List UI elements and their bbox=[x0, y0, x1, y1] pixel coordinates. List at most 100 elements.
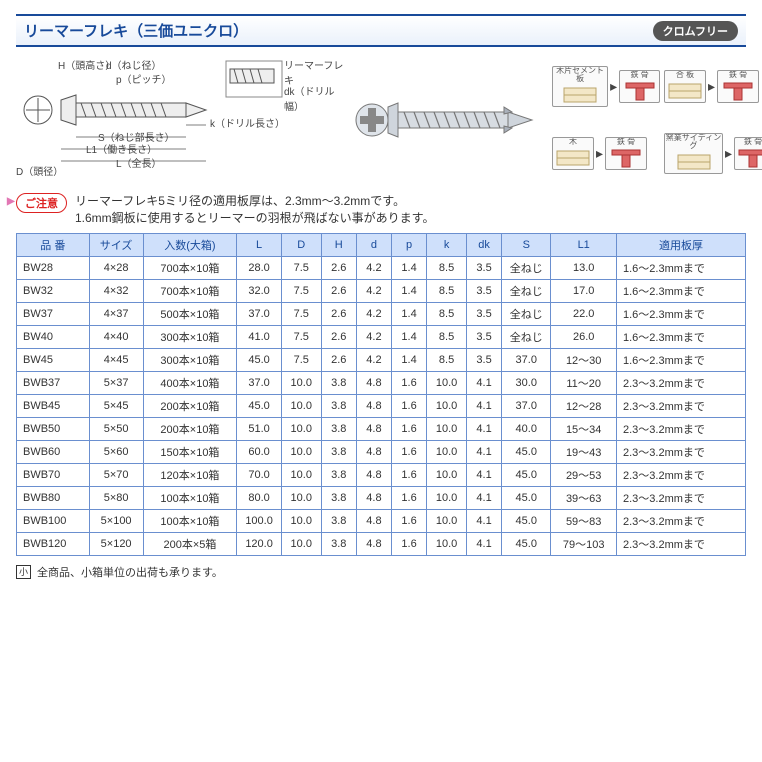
chrome-free-badge: クロムフリー bbox=[653, 21, 738, 41]
cell: 17.0 bbox=[551, 279, 617, 302]
cell: 1.6～2.3mmまで bbox=[617, 256, 746, 279]
cell: 39～63 bbox=[551, 486, 617, 509]
cell: 30.0 bbox=[502, 371, 551, 394]
cell: 1.6～2.3mmまで bbox=[617, 348, 746, 371]
cell: 8.5 bbox=[427, 256, 467, 279]
cell: 7.5 bbox=[281, 302, 321, 325]
cell: BWB37 bbox=[17, 371, 90, 394]
cell: 3.5 bbox=[467, 256, 502, 279]
cell: 19～43 bbox=[551, 440, 617, 463]
cell: 4.2 bbox=[356, 279, 391, 302]
cell: 37.0 bbox=[237, 302, 282, 325]
cell: 4×45 bbox=[89, 348, 143, 371]
cell: 10.0 bbox=[427, 463, 467, 486]
cell: 26.0 bbox=[551, 325, 617, 348]
cell: 4.1 bbox=[467, 371, 502, 394]
cell: 1.6 bbox=[392, 509, 427, 532]
cell: 5×60 bbox=[89, 440, 143, 463]
cell: 500本×10箱 bbox=[143, 302, 237, 325]
material-pair: 木▸鉄 骨 bbox=[552, 122, 660, 185]
cell: 100本×10箱 bbox=[143, 509, 237, 532]
cell: 120本×10箱 bbox=[143, 463, 237, 486]
arrow-icon: ▸ bbox=[708, 78, 715, 95]
cell: 8.5 bbox=[427, 302, 467, 325]
footnote: 小 全商品、小箱単位の出荷も承ります。 bbox=[16, 564, 746, 580]
cell: 200本×10箱 bbox=[143, 417, 237, 440]
cell: BWB50 bbox=[17, 417, 90, 440]
cell: 2.3～3.2mmまで bbox=[617, 440, 746, 463]
cell: 2.3～3.2mmまで bbox=[617, 532, 746, 555]
arrow-icon: ▸ bbox=[596, 145, 603, 162]
cell: 5×80 bbox=[89, 486, 143, 509]
cell: 12～30 bbox=[551, 348, 617, 371]
cell: 45.0 bbox=[502, 440, 551, 463]
col-header: サイズ bbox=[89, 233, 143, 256]
cell: 2.3～3.2mmまで bbox=[617, 371, 746, 394]
cell: 4.8 bbox=[356, 371, 391, 394]
cell: BW37 bbox=[17, 302, 90, 325]
cell: 45.0 bbox=[237, 348, 282, 371]
cell: 4.1 bbox=[467, 532, 502, 555]
cell: 5×50 bbox=[89, 417, 143, 440]
cell: 10.0 bbox=[281, 440, 321, 463]
cell: 200本×10箱 bbox=[143, 394, 237, 417]
cell: 41.0 bbox=[237, 325, 282, 348]
cell: 3.8 bbox=[321, 532, 356, 555]
cell: 40.0 bbox=[502, 417, 551, 440]
table-row: BWB505×50200本×10箱51.010.03.84.81.610.04.… bbox=[17, 417, 746, 440]
cell: BWB70 bbox=[17, 463, 90, 486]
material-right: 鉄 骨 bbox=[717, 70, 759, 103]
screw-illustration bbox=[354, 55, 544, 185]
cell: 22.0 bbox=[551, 302, 617, 325]
cell: 60.0 bbox=[237, 440, 282, 463]
page-title: リーマーフレキ（三価ユニクロ） bbox=[24, 20, 653, 41]
technical-drawing: H（頭高さ） d（ねじ径） p（ピッチ） リーマーフレキ dk（ドリル幅） D（… bbox=[16, 55, 346, 185]
cell: 12～28 bbox=[551, 394, 617, 417]
table-row: BWB455×45200本×10箱45.010.03.84.81.610.04.… bbox=[17, 394, 746, 417]
label-p: p（ピッチ） bbox=[116, 71, 172, 86]
cell: 1.6～2.3mmまで bbox=[617, 302, 746, 325]
cell: 4.1 bbox=[467, 509, 502, 532]
cell: 2.6 bbox=[321, 302, 356, 325]
cell: 700本×10箱 bbox=[143, 256, 237, 279]
cell: 37.0 bbox=[237, 371, 282, 394]
col-header: p bbox=[392, 233, 427, 256]
cell: 37.0 bbox=[502, 348, 551, 371]
col-header: H bbox=[321, 233, 356, 256]
material-grid: 木片セメント板▸鉄 骨合 板▸鉄 骨木▸鉄 骨窯業サイディング▸鉄 骨 bbox=[552, 55, 762, 185]
cell: 5×120 bbox=[89, 532, 143, 555]
caution-line2: 1.6mm鋼板に使用するとリーマーの羽根が飛ばない事があります。 bbox=[75, 210, 434, 227]
cell: 4.8 bbox=[356, 509, 391, 532]
cell: 29～53 bbox=[551, 463, 617, 486]
cell: 4.8 bbox=[356, 440, 391, 463]
cell: 3.8 bbox=[321, 394, 356, 417]
cell: 4.1 bbox=[467, 486, 502, 509]
material-left: 木片セメント板 bbox=[552, 66, 608, 107]
table-row: BWB1205×120200本×5箱120.010.03.84.81.610.0… bbox=[17, 532, 746, 555]
cell: 3.5 bbox=[467, 348, 502, 371]
col-header: 品 番 bbox=[17, 233, 90, 256]
cell: 5×45 bbox=[89, 394, 143, 417]
cell: 1.6 bbox=[392, 463, 427, 486]
cell: 1.4 bbox=[392, 302, 427, 325]
cell: 37.0 bbox=[502, 394, 551, 417]
cell: 1.6 bbox=[392, 394, 427, 417]
col-header: d bbox=[356, 233, 391, 256]
cell: 1.4 bbox=[392, 348, 427, 371]
table-header-row: 品 番サイズ入数(大箱)LDHdpkdkSL1適用板厚 bbox=[17, 233, 746, 256]
cell: BW40 bbox=[17, 325, 90, 348]
cell: 10.0 bbox=[427, 394, 467, 417]
table-row: BWB1005×100100本×10箱100.010.03.84.81.610.… bbox=[17, 509, 746, 532]
cell: 10.0 bbox=[281, 532, 321, 555]
arrow-icon: ▸ bbox=[725, 145, 732, 162]
cell: 全ねじ bbox=[502, 302, 551, 325]
cell: 45.0 bbox=[502, 509, 551, 532]
cell: 10.0 bbox=[427, 371, 467, 394]
cell: 1.6～2.3mmまで bbox=[617, 325, 746, 348]
cell: 11～20 bbox=[551, 371, 617, 394]
cell: 10.0 bbox=[281, 486, 321, 509]
cell: 10.0 bbox=[427, 532, 467, 555]
cell: 400本×10箱 bbox=[143, 371, 237, 394]
cell: 5×70 bbox=[89, 463, 143, 486]
cell: 2.3～3.2mmまで bbox=[617, 463, 746, 486]
